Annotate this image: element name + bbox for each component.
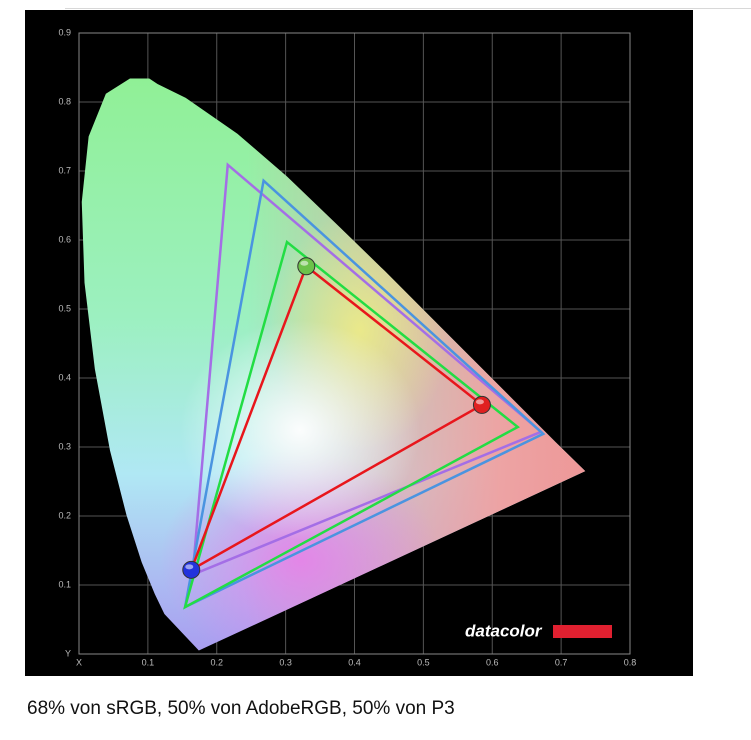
x-tick-label: 0.4 [348, 657, 361, 667]
x-tick-label: 0.6 [486, 657, 499, 667]
primary-marker [472, 395, 491, 414]
logo-bar [553, 625, 612, 638]
gamut-triangle [188, 264, 485, 573]
x-tick-label: X [76, 657, 82, 667]
y-tick-label: 0.5 [58, 303, 71, 313]
y-tick-label: Y [65, 648, 71, 658]
marker-highlight [185, 564, 194, 570]
gamut-triangle [191, 162, 544, 577]
x-tick-label: 0.1 [142, 657, 155, 667]
y-tick-label: 0.2 [58, 510, 71, 520]
primary-marker [297, 257, 316, 276]
marker-highlight [475, 399, 484, 405]
marker-highlight [300, 260, 309, 266]
primary-marker [182, 560, 201, 579]
x-tick-label: 0.7 [555, 657, 568, 667]
y-tick-label: 0.1 [58, 579, 71, 589]
plot-frame [78, 32, 631, 655]
chart: datacolor X 0.1 0.2 0.3 0.4 0.5 0.6 0.7 0.8 Y 0.1 0… [25, 10, 693, 676]
x-tick-label: 0.3 [279, 657, 292, 667]
y-tick-label: 0.9 [58, 27, 71, 37]
gamut-triangle [183, 239, 520, 610]
separator [65, 8, 751, 9]
x-tick-label: 0.5 [417, 657, 430, 667]
y-tick-label: 0.6 [58, 234, 71, 244]
y-tick-label: 0.3 [58, 441, 71, 451]
x-tick-label: 0.2 [210, 657, 223, 667]
x-tick-label: 0.8 [624, 657, 637, 667]
y-tick-label: 0.7 [58, 165, 71, 175]
y-tick-label: 0.4 [58, 372, 71, 382]
caption: 68% von sRGB, 50% von AdobeRGB, 50% von … [27, 698, 455, 719]
gamut-triangle [183, 178, 546, 610]
logo: datacolor [465, 621, 543, 640]
y-tick-label: 0.8 [58, 96, 71, 106]
